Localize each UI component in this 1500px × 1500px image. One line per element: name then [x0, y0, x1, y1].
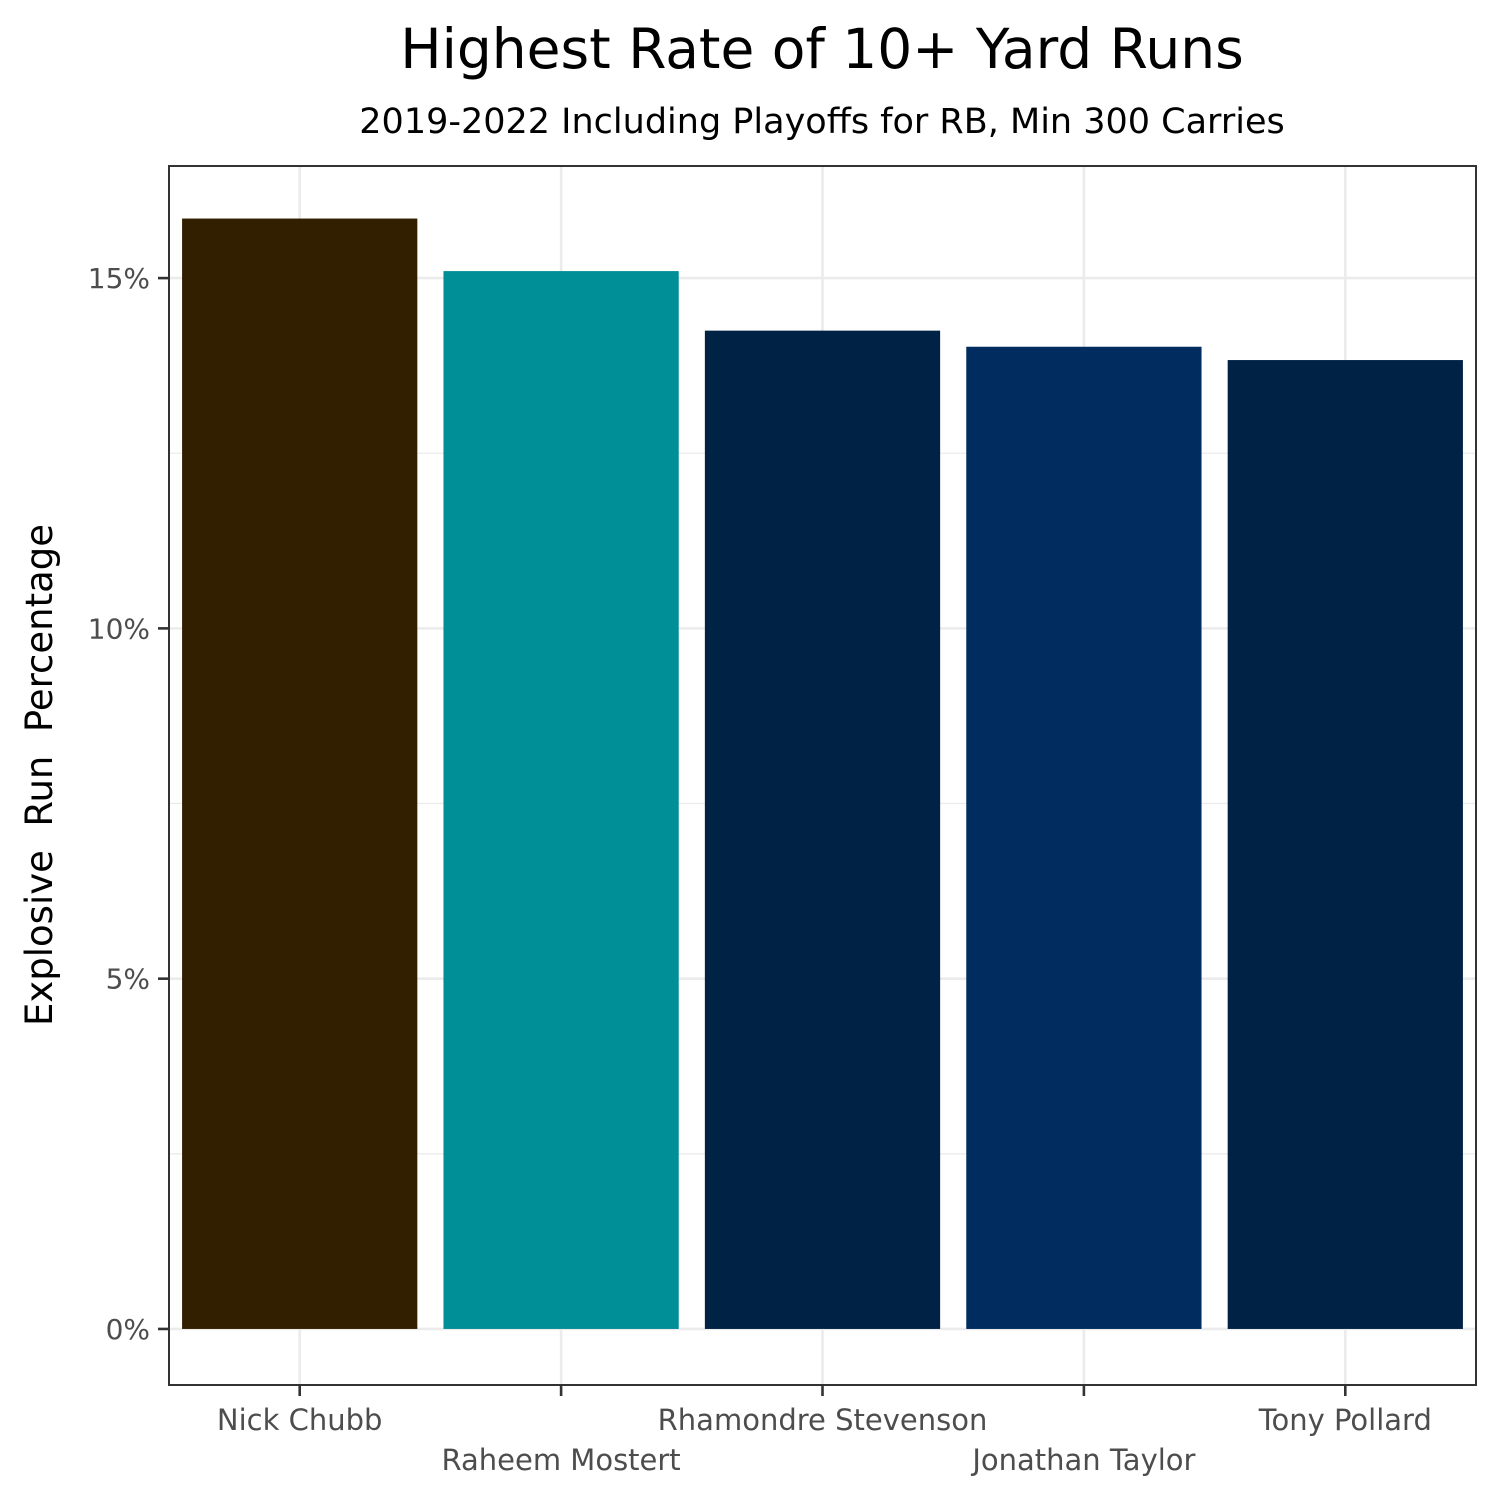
bars [182, 218, 1463, 1329]
bar-nick-chubb [182, 218, 418, 1329]
y-axis-label: Explosive Run Percentage [18, 524, 61, 1026]
x-tick-label: Nick Chubb [217, 1403, 383, 1437]
axes: 0% 5% 10% 15% Nick Chubb Raheem Mostert Rhamon… [88, 262, 1432, 1477]
y-tick-label: 5% [106, 963, 150, 996]
y-tick-label: 0% [106, 1313, 150, 1346]
bar-raheem-mostert [443, 271, 679, 1329]
bar-jonathan-taylor [966, 346, 1202, 1329]
y-tick-label: 10% [88, 612, 150, 645]
y-tick-label: 15% [88, 262, 150, 295]
bar-tony-pollard [1227, 360, 1463, 1329]
x-tick-label: Raheem Mostert [441, 1443, 680, 1477]
x-tick-label: Tony Pollard [1258, 1403, 1432, 1437]
bar-rhamondre-stevenson [704, 330, 941, 1329]
x-tick-label: Rhamondre Stevenson [658, 1403, 988, 1437]
chart-subtitle: 2019-2022 Including Playoffs for RB, Min… [359, 102, 1284, 142]
x-tick-label: Jonathan Taylor [970, 1443, 1195, 1477]
chart-title: Highest Rate of 10+ Yard Runs [400, 17, 1243, 81]
